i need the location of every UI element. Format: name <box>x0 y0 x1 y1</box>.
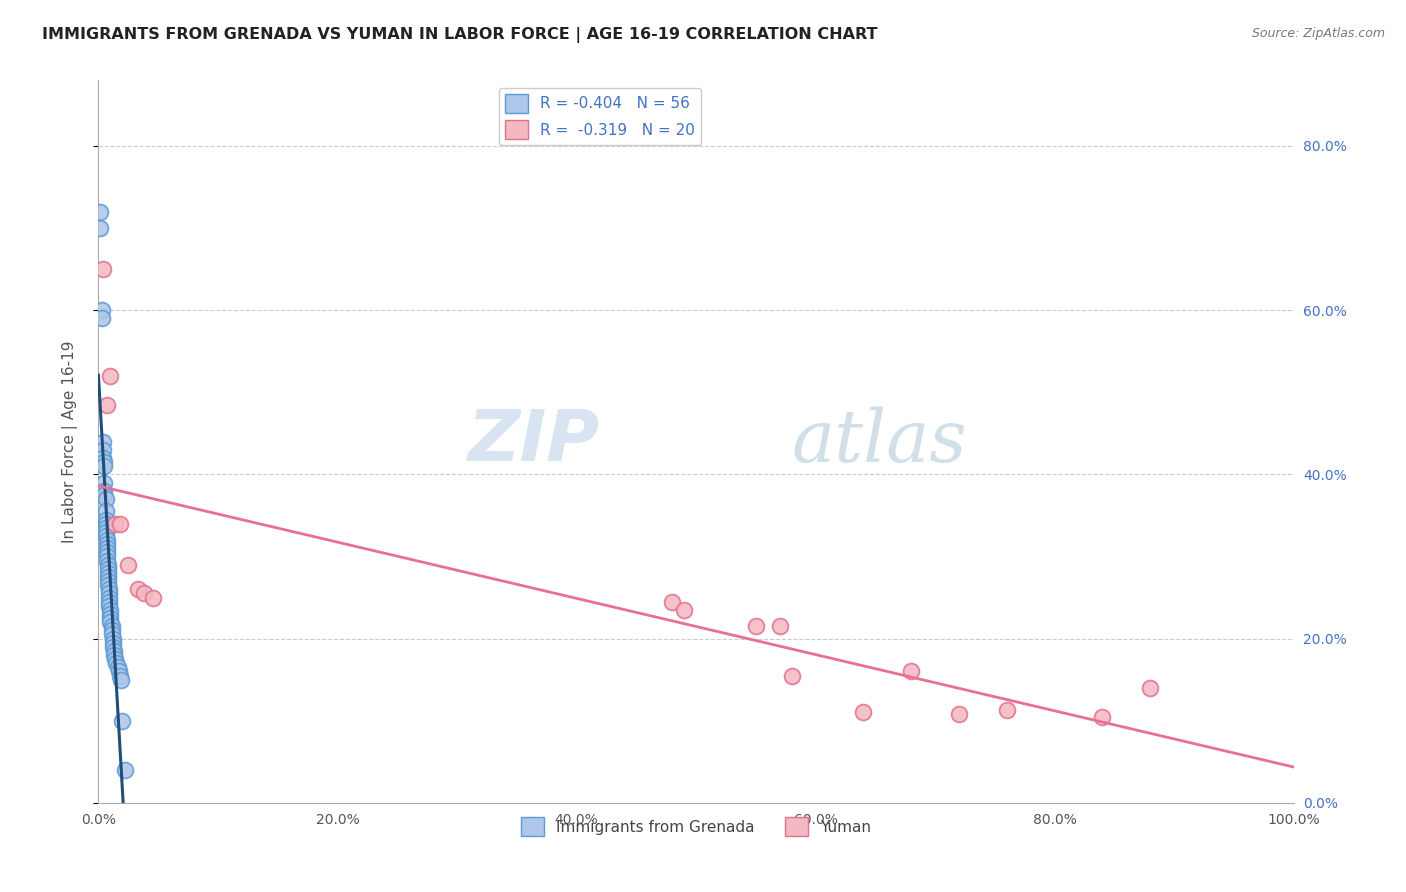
Point <box>97 574 120 588</box>
Point <box>995 703 1018 717</box>
Point <box>96 398 118 412</box>
Point <box>100 627 122 641</box>
Point <box>94 516 117 531</box>
Point <box>100 619 122 633</box>
Point <box>91 434 114 449</box>
Point <box>93 475 115 490</box>
Point <box>111 714 134 728</box>
Point <box>1139 681 1161 695</box>
Point <box>105 657 128 671</box>
Point <box>98 591 121 605</box>
Point <box>98 586 121 600</box>
Point <box>96 553 118 567</box>
Legend: Immigrants from Grenada, Yuman: Immigrants from Grenada, Yuman <box>515 811 877 842</box>
Point <box>780 668 803 682</box>
Point <box>98 582 121 597</box>
Point <box>108 668 131 682</box>
Point <box>94 504 117 518</box>
Point <box>98 603 122 617</box>
Text: ZIP: ZIP <box>468 407 600 476</box>
Point <box>104 516 127 531</box>
Point <box>900 665 922 679</box>
Point <box>94 491 117 506</box>
Point <box>94 524 117 539</box>
Point <box>97 566 120 580</box>
Point <box>91 303 114 318</box>
Text: Source: ZipAtlas.com: Source: ZipAtlas.com <box>1251 27 1385 40</box>
Point <box>110 673 132 687</box>
Point <box>98 607 122 621</box>
Point <box>107 660 129 674</box>
Point <box>103 648 125 662</box>
Point <box>96 541 118 556</box>
Point <box>103 644 125 658</box>
Point <box>98 368 122 383</box>
Point <box>97 578 120 592</box>
Point <box>114 763 136 777</box>
Point <box>89 204 111 219</box>
Point <box>107 665 129 679</box>
Point <box>91 311 114 326</box>
Point <box>97 558 120 572</box>
Point <box>101 636 124 650</box>
Y-axis label: In Labor Force | Age 16-19: In Labor Force | Age 16-19 <box>62 340 77 543</box>
Point <box>104 652 127 666</box>
Point <box>93 483 115 498</box>
Point <box>98 615 122 630</box>
Point <box>97 570 120 584</box>
Point <box>745 619 768 633</box>
Point <box>108 516 131 531</box>
Point <box>101 640 124 654</box>
Point <box>93 488 115 502</box>
Point <box>661 594 683 608</box>
Point <box>93 459 115 474</box>
Point <box>127 582 149 597</box>
Point <box>89 221 111 235</box>
Point <box>96 545 118 559</box>
Text: IMMIGRANTS FROM GRENADA VS YUMAN IN LABOR FORCE | AGE 16-19 CORRELATION CHART: IMMIGRANTS FROM GRENADA VS YUMAN IN LABO… <box>42 27 877 43</box>
Point <box>117 558 139 572</box>
Point <box>96 533 118 547</box>
Point <box>948 707 970 722</box>
Point <box>142 591 165 605</box>
Point <box>91 450 114 465</box>
Point <box>101 632 124 646</box>
Point <box>96 549 118 564</box>
Point <box>97 562 120 576</box>
Point <box>94 529 117 543</box>
Point <box>96 537 118 551</box>
Point <box>98 594 121 608</box>
Text: atlas: atlas <box>792 406 967 477</box>
Point <box>1091 709 1114 723</box>
Point <box>132 586 155 600</box>
Point <box>91 442 114 457</box>
Point <box>768 619 790 633</box>
Point <box>98 611 122 625</box>
Point <box>94 512 117 526</box>
Point <box>91 262 114 277</box>
Point <box>852 706 875 720</box>
Point <box>98 599 121 613</box>
Point <box>94 521 117 535</box>
Point <box>673 603 696 617</box>
Point <box>100 624 122 638</box>
Point <box>93 455 115 469</box>
